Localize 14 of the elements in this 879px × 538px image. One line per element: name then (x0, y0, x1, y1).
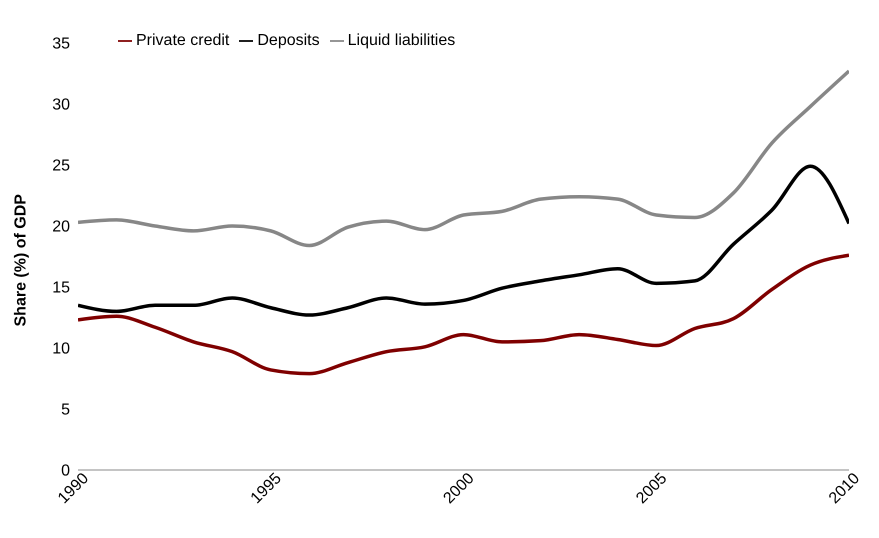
y-tick-label: 25 (52, 158, 70, 175)
legend-label: Private credit (136, 32, 230, 49)
y-tick-label: 20 (52, 218, 70, 236)
y-axis-title: Share (%) of GDP (12, 194, 30, 326)
line-series (78, 69, 849, 248)
y-tick-label: 35 (52, 36, 70, 53)
y-tick-label: 5 (61, 402, 70, 419)
line-series (78, 164, 849, 317)
y-tick-label: 30 (52, 96, 70, 114)
y-tick-label: 10 (52, 340, 70, 358)
legend-label: Liquid liabilities (348, 32, 456, 49)
legend-label: Deposits (257, 32, 320, 49)
y-tick-label: 15 (52, 280, 70, 297)
line-series (78, 254, 849, 376)
